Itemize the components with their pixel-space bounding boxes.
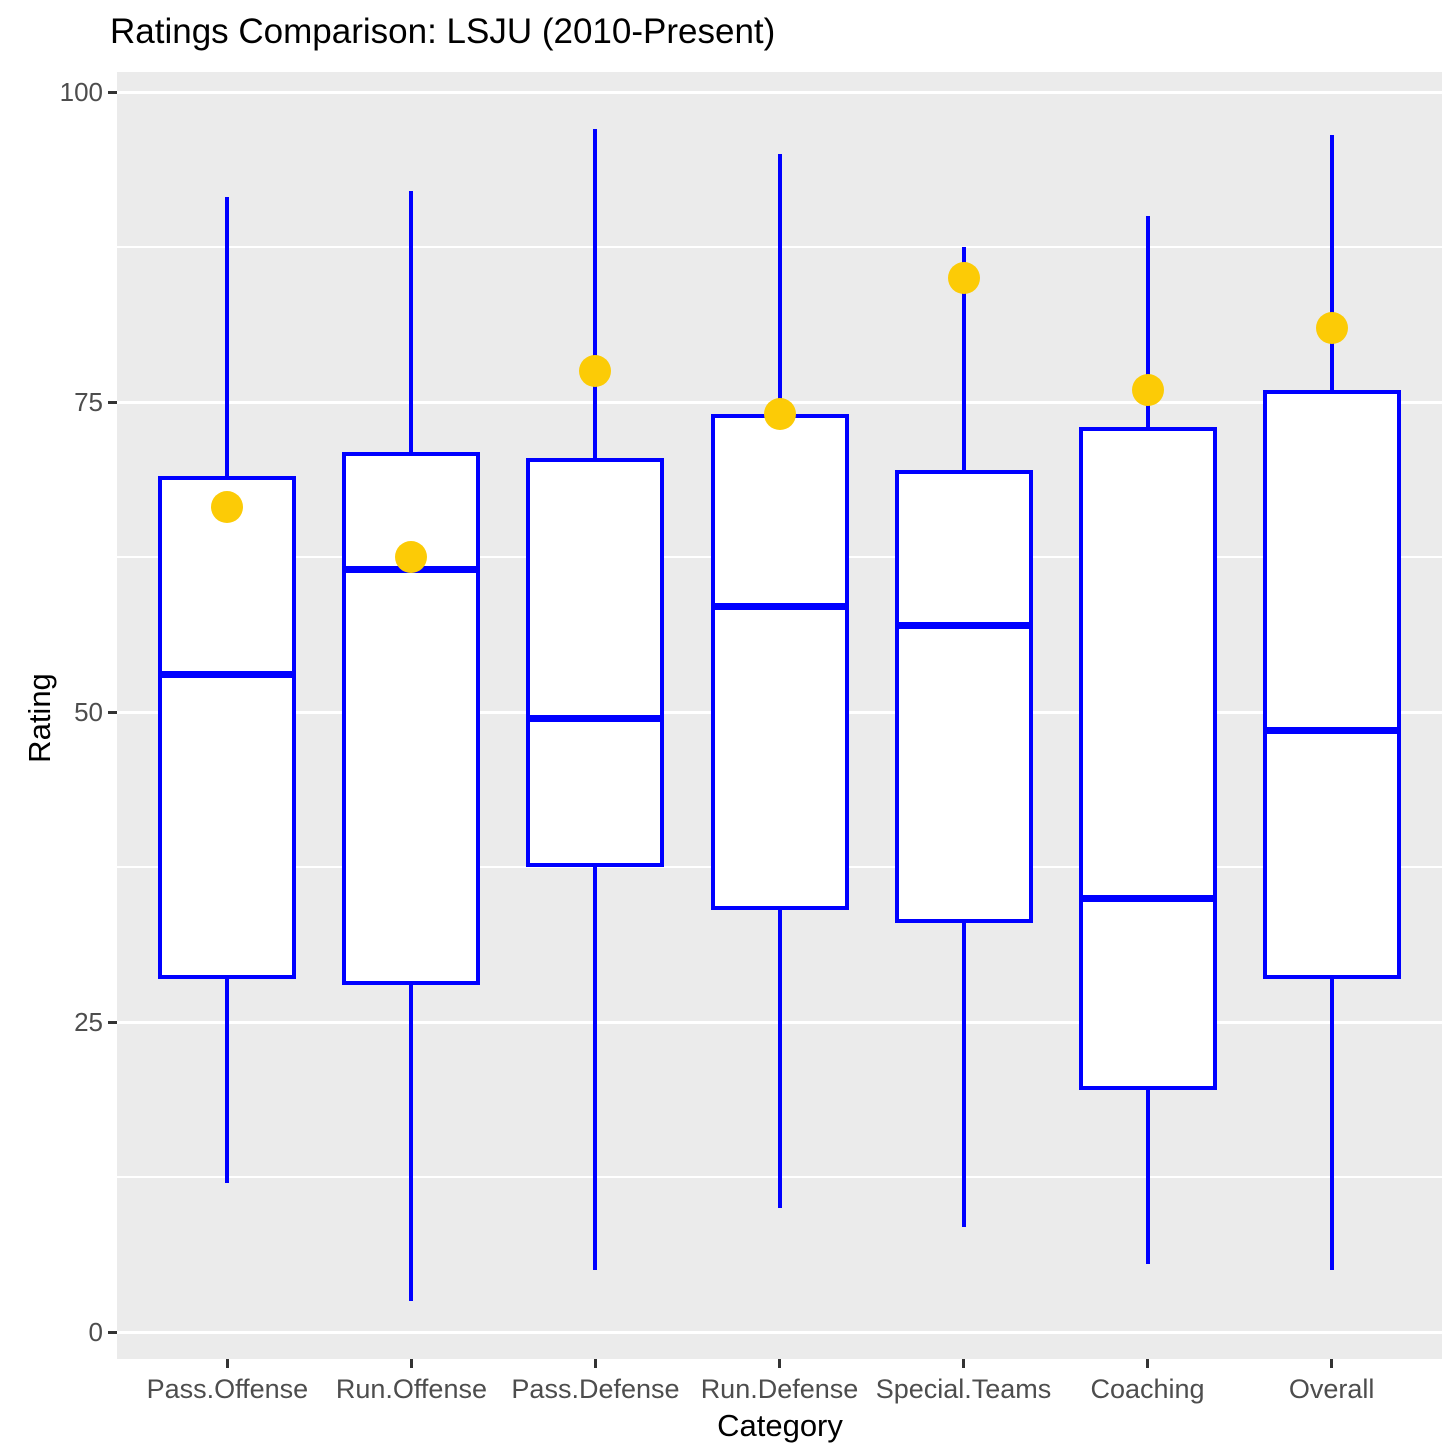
median-line-coaching [1078, 894, 1217, 902]
y-tick-label-25: 25 [74, 1007, 103, 1037]
whisker-lower-run-defense [777, 910, 782, 1208]
point-marker-pass-offense [211, 491, 244, 524]
x-tick-mark-pass-defense [593, 1359, 597, 1368]
x-tick-mark-pass-offense [225, 1359, 229, 1368]
point-marker-coaching [1131, 373, 1164, 406]
x-tick-label-special-teams: Special.Teams [875, 1374, 1052, 1404]
whisker-upper-special-teams [961, 247, 966, 471]
y-tick-label-0: 0 [88, 1317, 103, 1347]
whisker-upper-run-defense [777, 154, 782, 415]
point-marker-special-teams [947, 262, 980, 294]
x-tick-mark-coaching [1146, 1359, 1150, 1368]
median-line-special-teams [894, 621, 1033, 629]
median-line-run-defense [710, 603, 849, 611]
whisker-lower-pass-defense [593, 867, 598, 1270]
boxplot-box-run-defense [710, 414, 849, 911]
gridline-major-100 [117, 90, 1442, 94]
boxplot-box-pass-offense [158, 476, 297, 979]
point-marker-overall [1315, 311, 1348, 344]
whisker-upper-run-offense [409, 191, 414, 452]
whisker-lower-pass-offense [225, 978, 230, 1184]
x-tick-label-run-offense: Run.Offense [335, 1374, 487, 1404]
y-tick-label-50: 50 [74, 697, 103, 727]
whisker-upper-coaching [1145, 216, 1150, 427]
x-tick-mark-special-teams [962, 1359, 966, 1368]
x-tick-mark-overall [1330, 1359, 1334, 1368]
point-marker-run-defense [763, 398, 796, 431]
whisker-lower-overall [1329, 978, 1334, 1270]
y-tick-label-75: 75 [74, 387, 103, 417]
whisker-upper-pass-defense [593, 129, 598, 458]
whisker-lower-coaching [1145, 1090, 1150, 1264]
boxplot-box-pass-defense [526, 457, 665, 867]
boxplot-box-coaching [1078, 426, 1217, 1091]
x-axis-title: Category [717, 1408, 843, 1443]
chart-title: Ratings Comparison: LSJU (2010-Present) [110, 12, 776, 51]
point-marker-run-offense [395, 541, 428, 573]
gridline-major-0 [117, 1330, 1442, 1334]
whisker-upper-overall [1329, 135, 1334, 390]
y-tick-mark-100 [108, 90, 117, 94]
boxplot-box-run-offense [342, 451, 481, 985]
median-line-pass-defense [526, 714, 665, 722]
boxplot-box-special-teams [894, 470, 1033, 923]
median-line-pass-offense [158, 671, 297, 679]
median-line-overall [1262, 727, 1401, 735]
y-tick-mark-50 [108, 710, 117, 714]
plot-panel [117, 72, 1442, 1359]
y-tick-mark-75 [108, 400, 117, 404]
boxplot-box-overall [1262, 389, 1401, 979]
x-tick-label-coaching: Coaching [1090, 1374, 1205, 1404]
whisker-lower-special-teams [961, 922, 966, 1227]
whisker-lower-run-offense [409, 984, 414, 1301]
x-tick-mark-run-offense [409, 1359, 413, 1368]
y-tick-mark-0 [108, 1330, 117, 1334]
y-tick-label-100: 100 [59, 77, 103, 107]
x-tick-mark-run-defense [778, 1359, 781, 1368]
x-tick-label-run-defense: Run.Defense [700, 1374, 859, 1404]
y-tick-mark-25 [108, 1020, 117, 1024]
x-tick-label-pass-defense: Pass.Defense [511, 1374, 680, 1404]
x-tick-label-pass-offense: Pass.Offense [146, 1374, 309, 1404]
whisker-upper-pass-offense [225, 197, 230, 477]
point-marker-pass-defense [579, 355, 612, 387]
x-tick-label-overall: Overall [1288, 1374, 1375, 1404]
